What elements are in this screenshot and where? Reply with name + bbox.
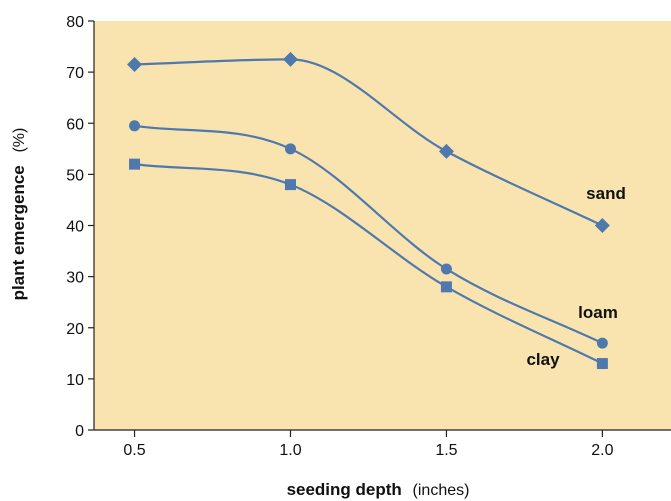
y-axis: 0 10 20 30 40 50 60 70 80: [66, 14, 95, 440]
data-point-loam: [284, 143, 296, 155]
x-tick-label: 1.0: [279, 442, 301, 459]
y-tick-label: 20: [66, 321, 84, 338]
series-label-loam: loam: [578, 303, 618, 322]
y-tick-label: 80: [66, 14, 84, 31]
y-axis-title: plant emergence (%): [9, 128, 28, 301]
series-line-sand: [134, 58, 603, 227]
x-axis-label: seeding depth: [287, 480, 402, 499]
series-markers: [127, 51, 610, 370]
data-point-loam: [596, 337, 608, 349]
data-point-sand: [438, 143, 454, 159]
data-point-loam: [440, 263, 452, 275]
y-tick-label: 10: [66, 372, 84, 389]
y-tick-label: 70: [66, 65, 84, 82]
y-tick-label: 60: [66, 116, 84, 133]
series-label-sand: sand: [586, 184, 626, 203]
x-axis: 0.5 1.0 1.5 2.0: [94, 429, 671, 459]
x-tick-label: 2.0: [591, 442, 613, 459]
data-point-sand: [282, 51, 298, 67]
x-tick-label: 1.5: [435, 442, 457, 459]
x-axis-unit: (inches): [413, 482, 470, 499]
y-tick-label: 40: [66, 219, 84, 236]
series-line-clay: [134, 163, 603, 365]
data-point-clay: [284, 179, 296, 191]
data-point-sand: [594, 218, 610, 233]
data-point-sand: [127, 56, 143, 72]
x-tick-label: 0.5: [123, 442, 145, 459]
data-point-clay: [129, 158, 141, 170]
y-tick-label: 0: [75, 423, 84, 440]
data-point-clay: [440, 281, 452, 293]
x-axis-title: seeding depth (inches): [287, 480, 470, 499]
series-label-clay: clay: [526, 350, 560, 369]
y-axis-unit: (%): [11, 128, 28, 153]
data-point-clay: [596, 358, 608, 370]
y-tick-label: 30: [66, 270, 84, 287]
series-line-loam: [134, 124, 603, 345]
plot-area: [94, 21, 671, 430]
series-lines: [134, 58, 603, 365]
y-axis-label: plant emergence: [9, 165, 28, 300]
data-point-loam: [129, 120, 141, 132]
y-tick-label: 50: [66, 167, 84, 184]
